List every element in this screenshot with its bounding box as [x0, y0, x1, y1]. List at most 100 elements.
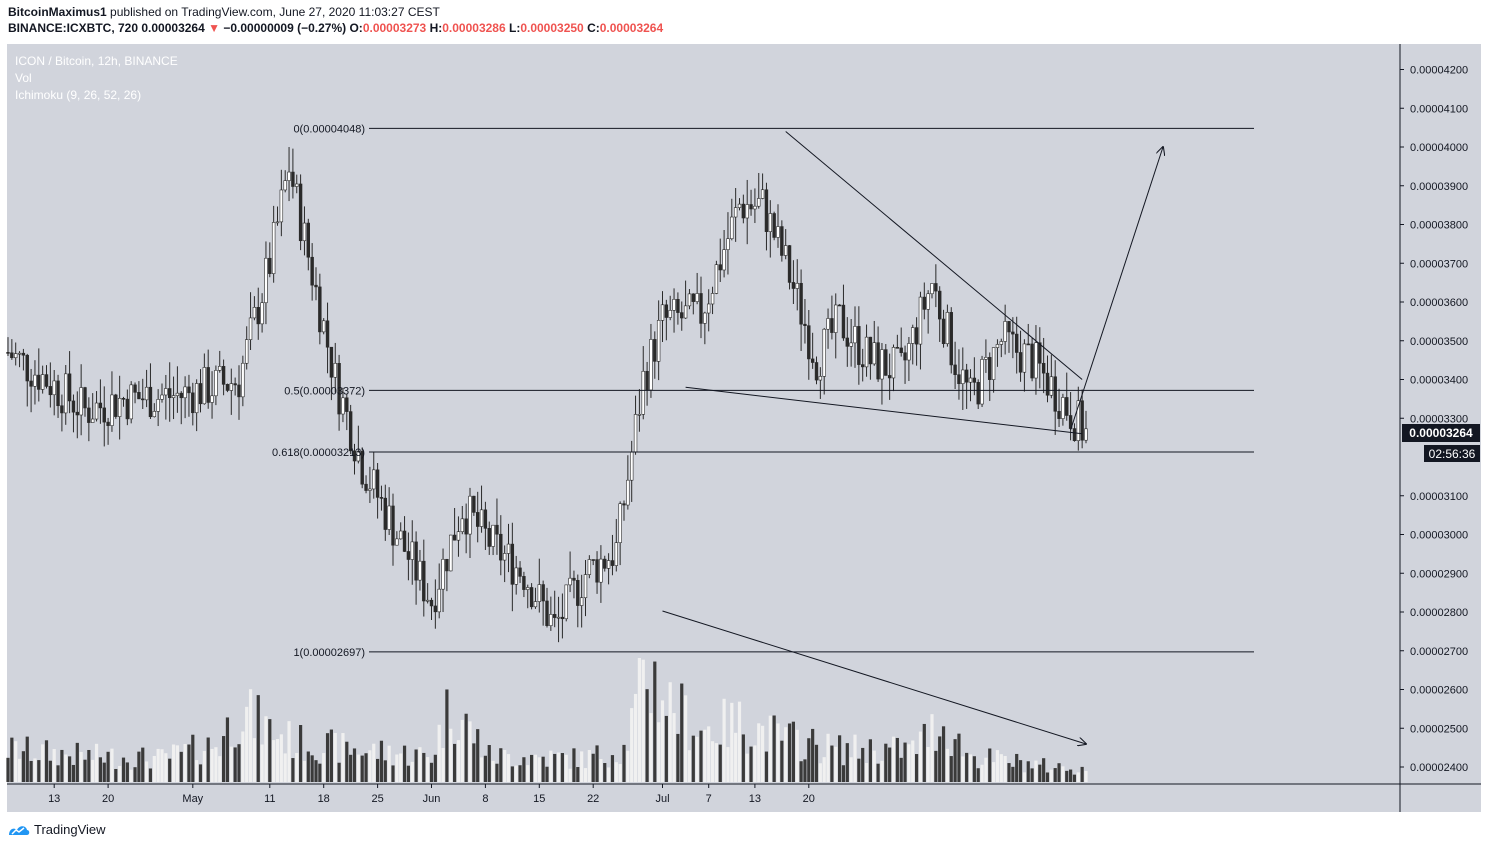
candle-body	[537, 584, 542, 602]
volume-bar	[560, 753, 564, 782]
volume-bar	[1003, 756, 1007, 782]
volume-trend-line	[662, 610, 1087, 744]
volume-bar	[1076, 772, 1080, 782]
candle-body	[325, 320, 330, 348]
volume-bar	[114, 768, 118, 782]
volume-bar	[376, 758, 380, 782]
volume-bar	[768, 715, 772, 782]
candle-body	[318, 286, 322, 333]
candle-body	[168, 388, 172, 399]
volume-bar	[541, 756, 545, 782]
candle-body	[94, 402, 99, 420]
candle-body	[345, 397, 349, 412]
fib-level-label: 1(0.00002697)	[293, 647, 365, 659]
volume-bar	[972, 756, 976, 782]
candle-body	[845, 337, 850, 347]
volume-bar	[291, 758, 295, 782]
volume-bar	[125, 762, 129, 782]
candle-body	[279, 189, 284, 223]
volume-bar	[44, 740, 49, 782]
volume-bar	[1038, 764, 1042, 782]
high-label: H:	[429, 21, 443, 35]
volume-bar	[703, 729, 707, 782]
candle-body	[699, 293, 703, 324]
volume-bars	[6, 658, 1088, 782]
time-tick-label: 20	[102, 793, 114, 805]
candle-body	[218, 366, 222, 371]
candle-body	[606, 560, 611, 569]
candle-body	[175, 392, 180, 396]
candle-body	[1034, 342, 1038, 379]
volume-bar	[171, 744, 176, 782]
candle-body	[818, 376, 823, 381]
candle-body	[768, 213, 773, 232]
author-name[interactable]: BitcoinMaximus1	[8, 5, 107, 19]
volume-bar	[299, 725, 303, 782]
candle-body	[860, 364, 865, 368]
candle-body	[953, 364, 957, 375]
price-tick-label: 0.00003800	[1410, 220, 1468, 232]
volume-bar	[980, 764, 984, 782]
volume-bar	[456, 740, 461, 782]
candle-body	[610, 560, 615, 566]
volume-bar	[918, 731, 923, 782]
candle-body	[753, 205, 757, 210]
volume-bar	[1065, 770, 1069, 782]
footer-brand[interactable]: TradingView	[8, 822, 106, 837]
volume-bar	[772, 715, 776, 782]
candle-body	[1076, 400, 1081, 441]
volume-bar	[630, 708, 634, 782]
candle-body	[626, 479, 630, 506]
candle-body	[48, 386, 53, 396]
candle-body	[995, 344, 1000, 348]
volume-bar	[911, 740, 915, 782]
candle-body	[187, 386, 191, 394]
volume-bar	[549, 750, 553, 782]
candle-body	[487, 528, 491, 547]
ohlc-line: BINANCE:ICXBTC, 720 0.00003264 ▼ −0.0000…	[8, 20, 663, 36]
volume-bar	[545, 766, 549, 782]
candle-body	[757, 198, 761, 207]
volume-bar	[853, 734, 857, 782]
candle-body	[676, 298, 680, 313]
candle-body	[564, 584, 568, 620]
volume-bar	[907, 744, 911, 782]
candle-body	[968, 377, 973, 383]
volume-bar	[934, 750, 938, 782]
volume-bar	[749, 746, 753, 782]
volume-bar	[845, 743, 849, 782]
candle-body	[822, 328, 826, 377]
candle-body	[934, 283, 938, 292]
candle-body	[422, 560, 426, 602]
volume-bar	[899, 757, 903, 782]
volume-bar	[410, 761, 414, 782]
volume-bar	[345, 741, 349, 782]
time-axis-background[interactable]	[7, 784, 1400, 812]
candle-body	[633, 414, 638, 453]
low-label: L:	[508, 21, 521, 35]
volume-bar	[576, 767, 580, 782]
candle-body	[541, 584, 545, 602]
candle-body	[937, 290, 942, 320]
candle-body	[499, 533, 503, 561]
candle-body	[733, 207, 738, 218]
candle-body	[583, 574, 588, 599]
candle-body	[452, 534, 457, 541]
candle-body	[810, 358, 815, 363]
candle-body	[483, 509, 488, 529]
candle-body	[980, 359, 984, 405]
plot-background[interactable]	[7, 44, 1400, 784]
candle-body	[64, 373, 68, 414]
candle-body	[1041, 362, 1046, 374]
volume-bar	[248, 689, 253, 782]
volume-bar	[861, 747, 865, 782]
price-tick-label: 0.00004200	[1410, 65, 1468, 77]
candle-body	[379, 497, 384, 499]
volume-bar	[591, 753, 595, 782]
volume-bar	[838, 735, 842, 782]
price-tick-label: 0.00003300	[1410, 413, 1468, 425]
candle-body	[949, 312, 953, 366]
volume-bar	[206, 737, 210, 782]
candle-body	[56, 380, 60, 407]
